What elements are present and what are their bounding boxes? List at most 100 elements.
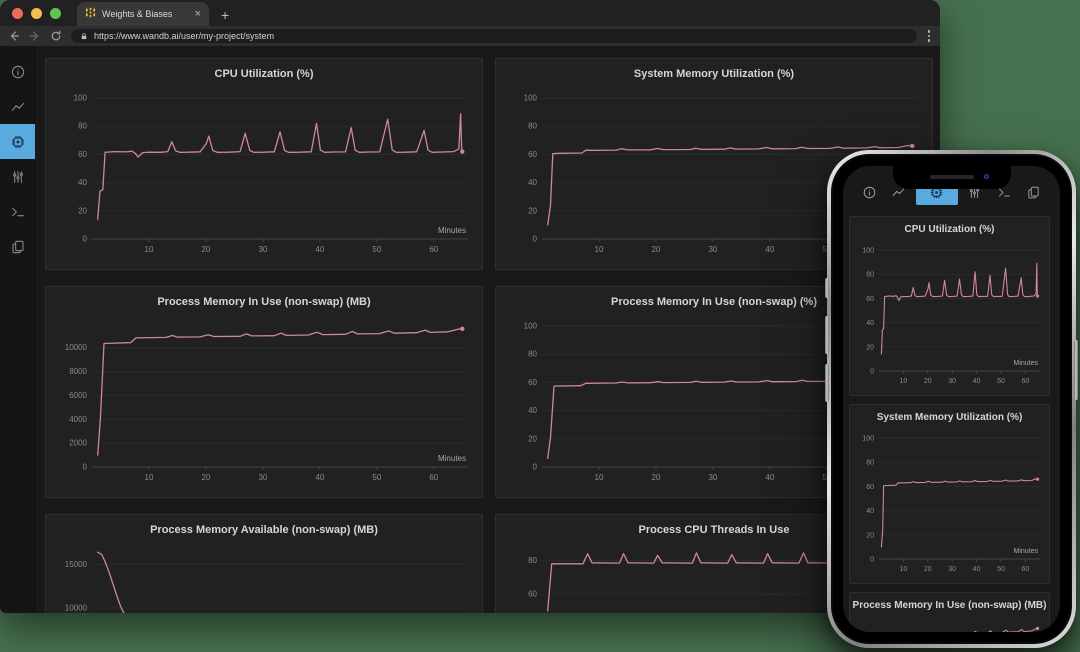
svg-text:15000: 15000 — [65, 560, 88, 569]
chart-title-sysmem: System Memory Utilization (%) — [633, 68, 795, 80]
svg-text:10: 10 — [595, 245, 604, 254]
phone-nav-item-logs[interactable] — [991, 180, 1017, 205]
svg-text:60: 60 — [1021, 566, 1029, 573]
phone-nav-item-parameters[interactable] — [961, 180, 987, 205]
svg-text:60: 60 — [866, 296, 874, 303]
phone-nav-item-info[interactable] — [856, 180, 882, 205]
svg-text:100: 100 — [524, 322, 538, 331]
chart-plot-procmem_mb[interactable]: 0200040006000800010000102030405060Minute… — [850, 615, 1049, 632]
svg-text:60: 60 — [528, 590, 537, 599]
sidebar-item-info[interactable] — [0, 54, 35, 89]
phone-speaker — [929, 175, 974, 179]
chart-plot-cpu[interactable]: 0 20 40 60 80 100 10 20 30 40 50 60 Minutes — [850, 239, 1049, 395]
chart-title-cpu: CPU Utilization (%) — [904, 224, 995, 235]
address-bar[interactable]: https://www.wandb.ai/user/my-project/sys… — [71, 29, 917, 43]
chart-card-cpu: CPU Utilization (%) 0 20 40 60 80 100 10 20 30 40 5… — [45, 58, 483, 270]
svg-text:40: 40 — [765, 473, 774, 482]
svg-text:30: 30 — [258, 245, 267, 254]
svg-text:0: 0 — [83, 463, 88, 472]
browser-menu-button kebab-icon[interactable] — [926, 30, 933, 42]
chart-title-procmem_pct: Process Memory In Use (non-swap) (%) — [611, 296, 817, 308]
svg-text:60: 60 — [528, 150, 537, 159]
phone-notch — [892, 166, 1011, 189]
sidebar-item-system[interactable] — [0, 124, 35, 159]
chart-plot-memavail[interactable]: 150001000050000102030405060Minutes — [46, 541, 482, 613]
browser-window: Weights & Biases × + https://www.wandb.a… — [0, 0, 940, 613]
svg-text:30: 30 — [948, 378, 956, 385]
svg-text:20: 20 — [528, 434, 537, 443]
tab-close-button[interactable]: × — [194, 7, 201, 20]
parameters-icon — [10, 169, 26, 185]
svg-text:20: 20 — [201, 473, 210, 482]
terminal-icon — [10, 204, 26, 220]
svg-text:40: 40 — [765, 245, 774, 254]
back-button[interactable] — [8, 30, 20, 42]
terminal-icon — [997, 185, 1012, 200]
zoom-window-button[interactable] — [50, 7, 61, 19]
svg-text:80: 80 — [866, 272, 874, 279]
sidebar-item-parameters[interactable] — [0, 159, 35, 194]
forward-button[interactable] — [29, 30, 41, 42]
svg-text:30: 30 — [948, 566, 956, 573]
browser-tab[interactable]: Weights & Biases × — [77, 2, 209, 26]
svg-text:80: 80 — [528, 556, 537, 565]
info-icon — [10, 64, 26, 80]
files-icon — [1026, 185, 1041, 200]
chart-title-sysmem: System Memory Utilization (%) — [876, 412, 1023, 423]
phone-nav-item-files[interactable] — [1021, 180, 1047, 205]
svg-text:30: 30 — [258, 473, 267, 482]
svg-text:20: 20 — [651, 473, 660, 482]
chart-title-memavail: Process Memory Available (non-swap) (MB) — [150, 524, 378, 536]
svg-text:50: 50 — [997, 378, 1005, 385]
url-text: https://www.wandb.ai/user/my-project/sys… — [94, 31, 275, 41]
svg-text:0: 0 — [870, 557, 874, 564]
minimize-window-button[interactable] — [31, 7, 42, 19]
phone-screen: CPU Utilization (%) 0 20 40 60 80 100 10 20 30 40 5… — [843, 166, 1060, 632]
sidebar-item-charts[interactable] — [0, 89, 35, 124]
svg-text:80: 80 — [866, 460, 874, 467]
wandb-logo-icon — [85, 5, 96, 23]
chart-plot-cpu[interactable]: 0 20 40 60 80 100 10 20 30 40 50 60 Minutes — [46, 85, 482, 269]
reload-button[interactable] — [50, 30, 62, 42]
phone-camera-dot — [983, 174, 989, 179]
svg-text:20: 20 — [651, 245, 660, 254]
lock-icon — [80, 32, 88, 41]
svg-text:2000: 2000 — [69, 439, 87, 448]
svg-text:50: 50 — [372, 245, 381, 254]
phone-volume-down-button — [825, 364, 829, 402]
svg-text:80: 80 — [528, 122, 537, 131]
chart-plot-sysmem[interactable]: 0 20 40 60 80 100 10 20 30 40 50 60 Minutes — [850, 427, 1049, 583]
new-tab-button[interactable]: + — [221, 7, 230, 23]
info-icon — [862, 185, 877, 200]
svg-text:0: 0 — [83, 235, 88, 244]
phone-nav-item-charts[interactable] — [886, 180, 912, 205]
svg-text:0: 0 — [533, 235, 538, 244]
svg-text:80: 80 — [528, 350, 537, 359]
sidebar-item-files[interactable] — [0, 229, 35, 264]
sidebar-item-logs[interactable] — [0, 194, 35, 229]
svg-text:40: 40 — [315, 473, 324, 482]
svg-text:40: 40 — [315, 245, 324, 254]
svg-text:40: 40 — [866, 320, 874, 327]
svg-text:10: 10 — [145, 245, 154, 254]
svg-text:4000: 4000 — [69, 415, 87, 424]
svg-text:10000: 10000 — [65, 603, 88, 612]
svg-text:6000: 6000 — [69, 391, 87, 400]
svg-text:100: 100 — [74, 94, 88, 103]
phone-mockup: CPU Utilization (%) 0 20 40 60 80 100 10 20 30 40 5… — [825, 150, 1078, 648]
svg-text:20: 20 — [924, 378, 932, 385]
chart-title-cpu: CPU Utilization (%) — [214, 68, 314, 80]
chart-card-procmem_mb: Process Memory In Use (non-swap) (MB)020… — [849, 592, 1050, 632]
svg-text:40: 40 — [78, 178, 87, 187]
svg-text:60: 60 — [429, 473, 438, 482]
svg-text:Minutes: Minutes — [438, 454, 466, 463]
svg-text:Minutes: Minutes — [438, 226, 466, 235]
svg-text:40: 40 — [528, 178, 537, 187]
close-window-button[interactable] — [12, 7, 23, 19]
svg-text:60: 60 — [528, 378, 537, 387]
svg-text:30: 30 — [708, 473, 717, 482]
svg-text:10: 10 — [899, 378, 907, 385]
svg-text:40: 40 — [528, 406, 537, 415]
